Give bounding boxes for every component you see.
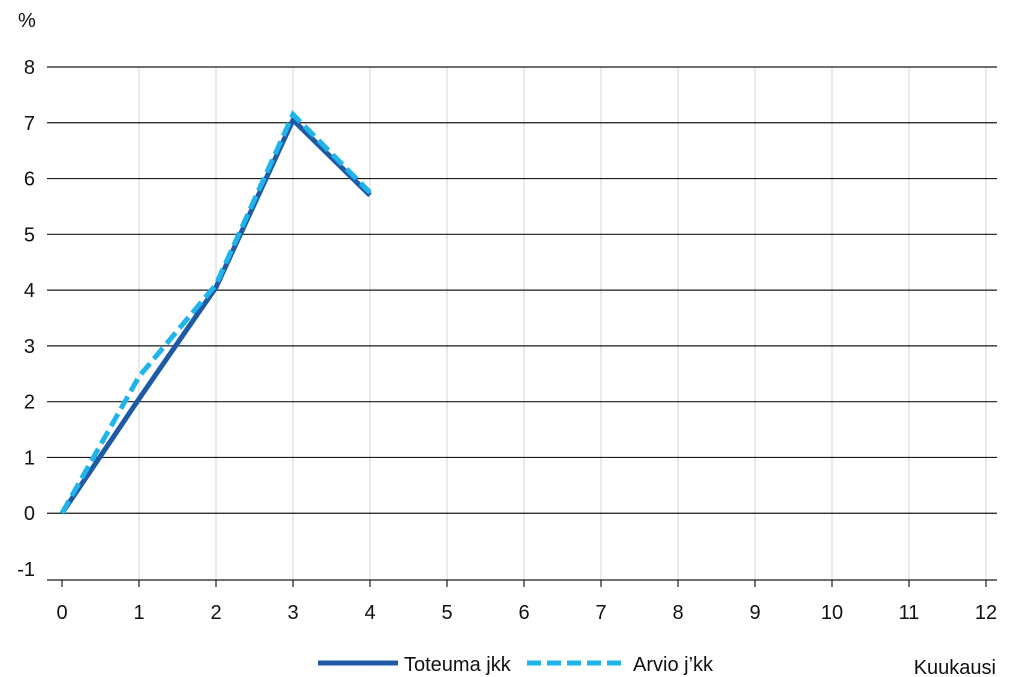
y-tick-label: 2 [24,392,35,414]
x-tick-label: 7 [595,602,606,624]
series-line-1 [59,115,372,515]
x-tick-label: 4 [364,602,375,624]
y-tick-label: 4 [24,280,35,302]
x-tick-label: 11 [899,602,920,624]
y-tick-label: 8 [24,57,35,79]
legend-label-2: Arvio j’kk [633,654,714,676]
series-line-2 [59,110,372,515]
x-tick-label: 12 [975,602,997,624]
y-tick-label: -1 [17,559,35,581]
x-tick-label: 0 [56,602,67,624]
x-tick-label: 3 [287,602,298,624]
y-tick-label: 3 [24,336,35,358]
x-tick-label: 10 [821,602,843,624]
vertical-gridlines [138,67,987,580]
x-axis-title: Kuukausi [914,657,996,677]
x-axis: 0 1 2 3 4 5 6 7 8 9 10 11 12 [47,579,997,624]
legend: Toteuma jkk Arvio j’kk [318,654,714,676]
y-tick-label: 7 [24,113,35,135]
x-tick-label: 8 [672,602,683,624]
x-tick-label: 9 [749,602,760,624]
legend-label-1: Toteuma jkk [404,654,512,676]
x-tick-label: 1 [133,602,144,624]
horizontal-gridlines [47,66,997,514]
y-unit-label: % [18,10,36,32]
x-tick-label: 2 [210,602,221,624]
series-layer [59,110,372,515]
x-tick-label: 5 [441,602,452,624]
y-axis-ticks: -1 0 1 2 3 4 5 6 7 8 [17,57,35,581]
y-tick-label: 1 [24,447,35,469]
x-tick-label: 6 [518,602,529,624]
y-tick-label: 6 [24,169,35,191]
y-tick-label: 0 [24,503,35,525]
y-tick-label: 5 [24,224,35,246]
